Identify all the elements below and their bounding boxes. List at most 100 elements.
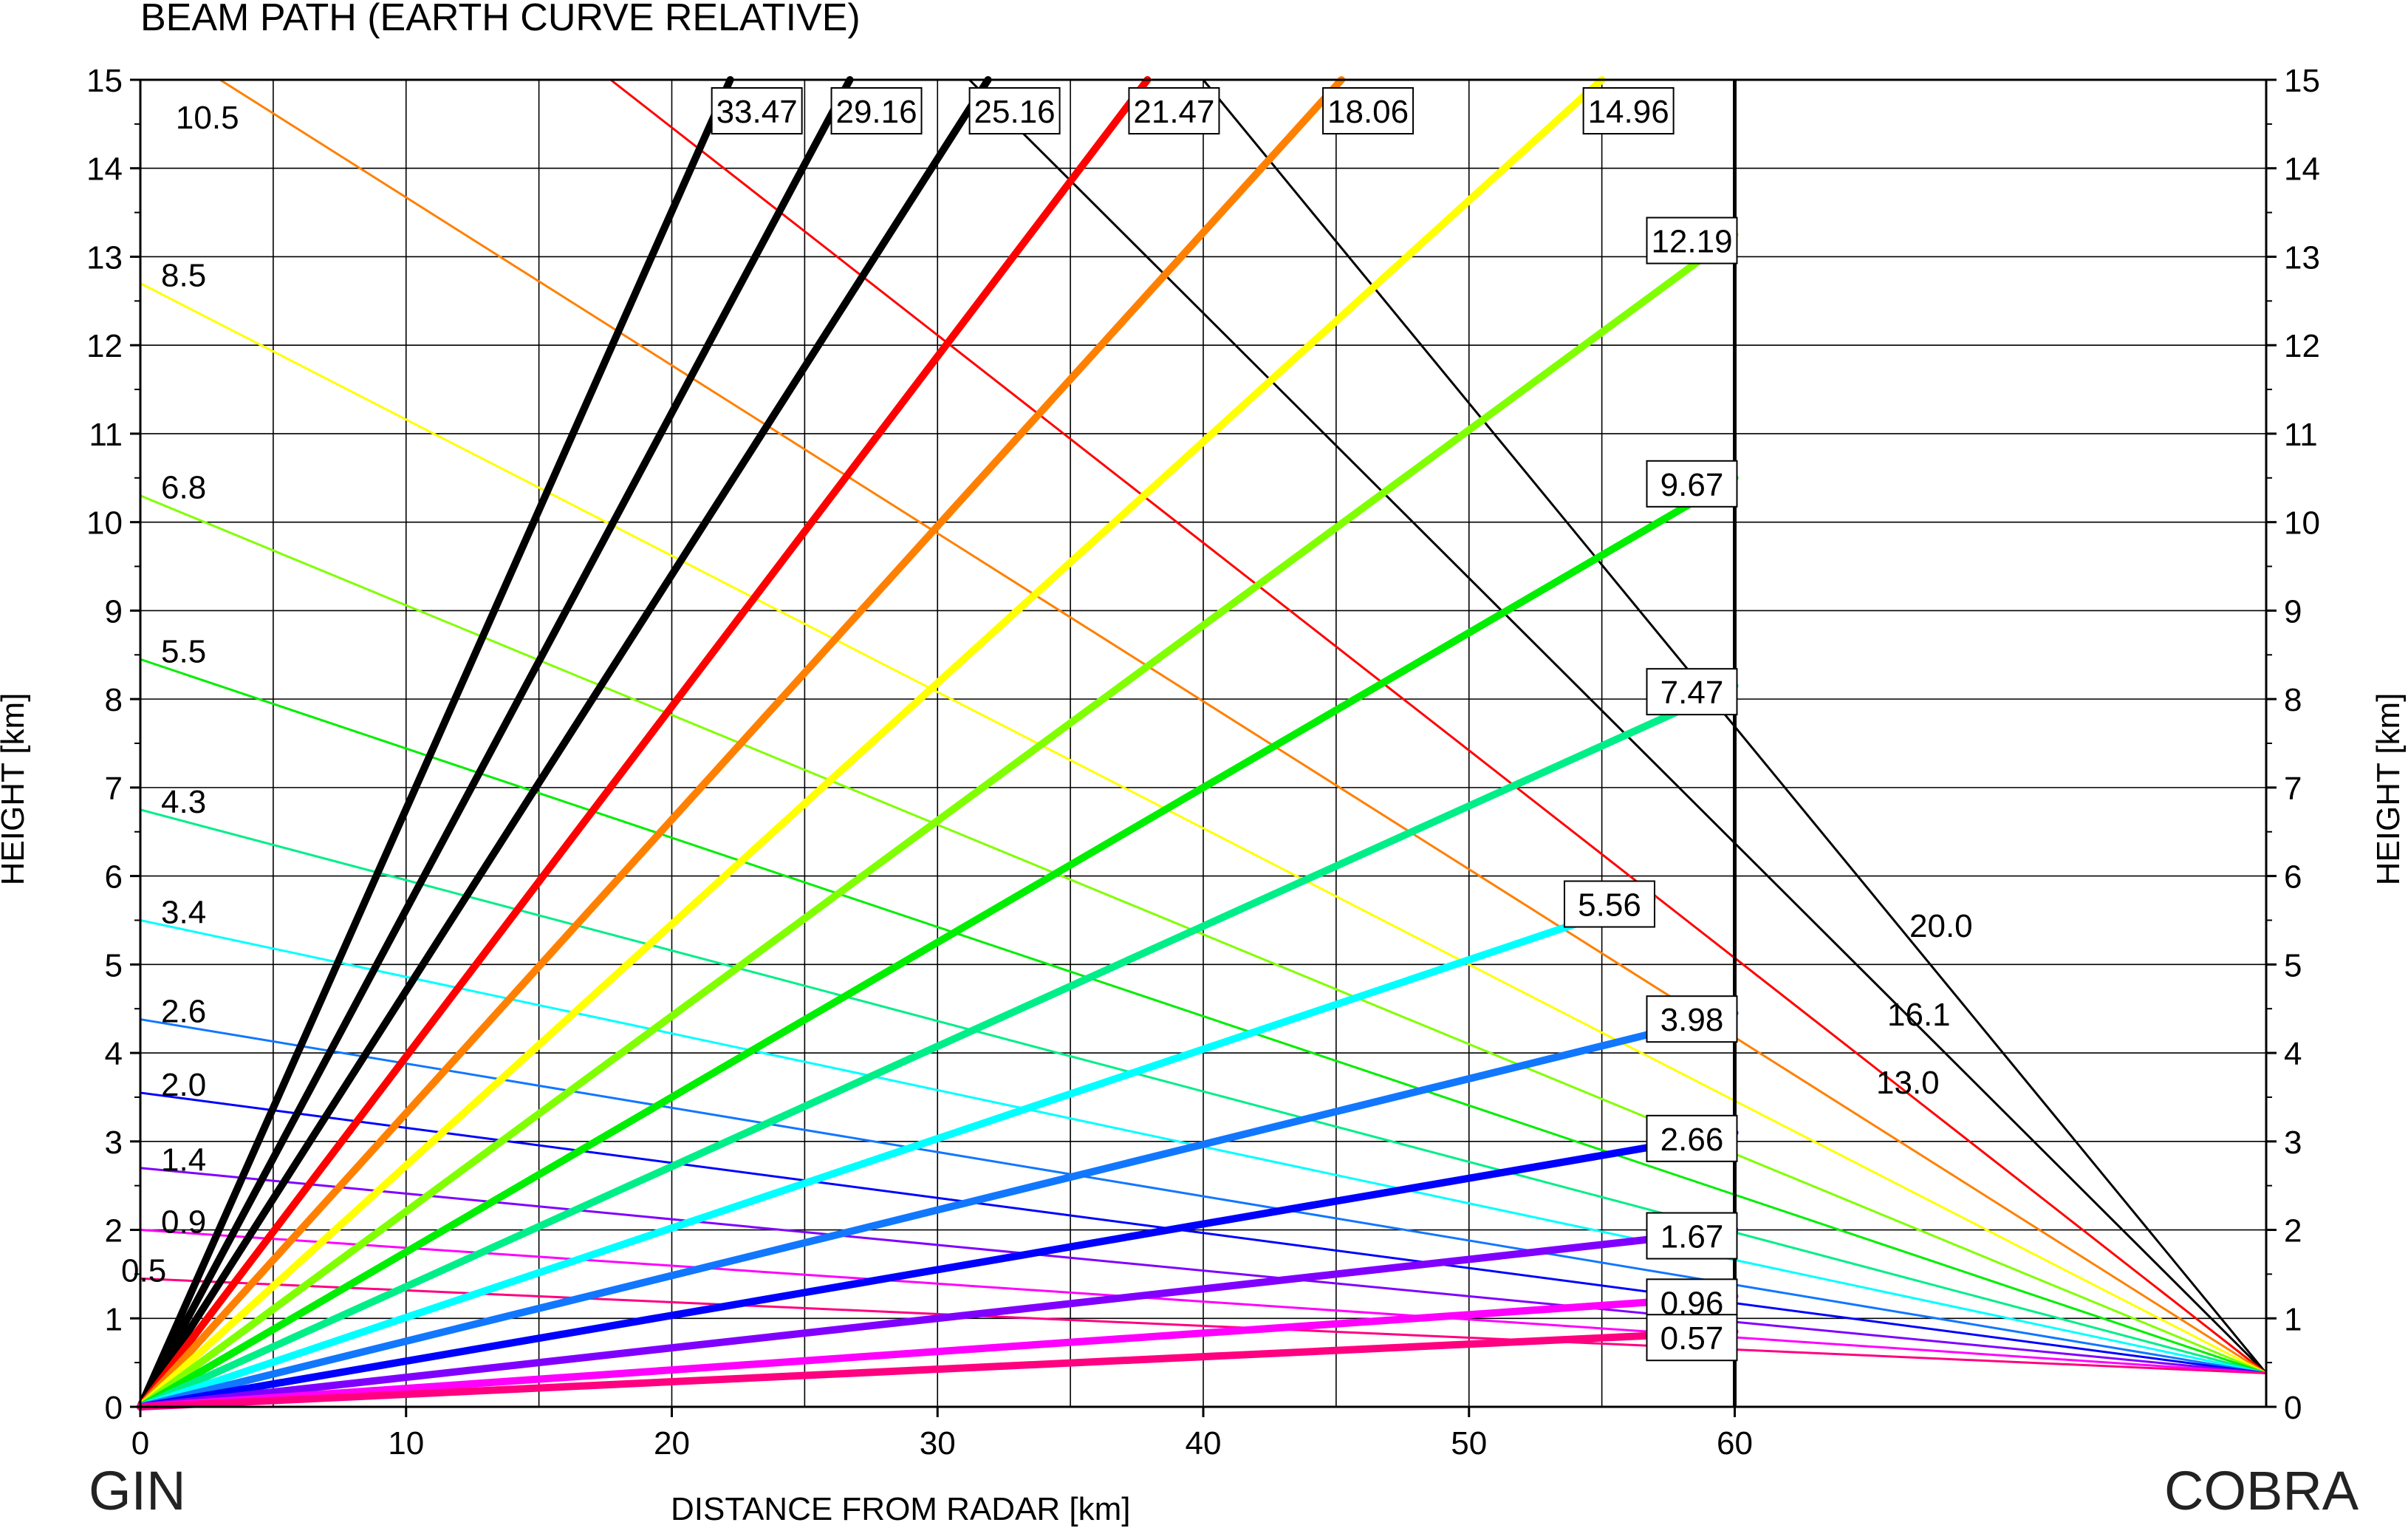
gin-label-text: 7.47 <box>1660 675 1724 711</box>
gin-label-box <box>1646 1114 1738 1162</box>
cobra-beam-label: 13.0 <box>1876 1065 1940 1101</box>
y-tick-label-right: 13 <box>2284 239 2320 276</box>
y-tick-label-left: 8 <box>105 682 123 718</box>
right-station-label: COBRA <box>2164 1460 2359 1521</box>
cobra-beam-line <box>140 1229 2267 1374</box>
y-tick-label-left: 1 <box>105 1301 123 1337</box>
gin-beam-line <box>137 76 992 1411</box>
y-tick-label-left: 10 <box>86 505 123 542</box>
y-axis-label-right: HEIGHT [km] <box>2370 693 2407 886</box>
gin-beam-line <box>137 682 1739 1411</box>
y-tick-label-right: 7 <box>2284 771 2302 807</box>
gin-label-text: 2.66 <box>1660 1122 1724 1158</box>
gin-beam-label: 9.67 <box>1646 460 1738 508</box>
cobra-beam-line <box>140 1018 2267 1374</box>
y-tick-label-left: 6 <box>105 859 123 896</box>
gin-label-text: 25.16 <box>974 94 1056 130</box>
cobra-beam-label: 1.4 <box>161 1142 206 1179</box>
gin-beam-label: 21.47 <box>1128 87 1220 134</box>
x-tick-label: 60 <box>1717 1425 1753 1462</box>
gin-beam-line <box>137 1226 1739 1411</box>
gin-label-box <box>968 87 1061 134</box>
gin-label-text: 12.19 <box>1651 224 1732 260</box>
cobra-beam-label: 10.5 <box>176 100 239 136</box>
cobra-beam-line <box>140 494 2267 1374</box>
gin-beam-line <box>137 1009 1739 1411</box>
cobra-beam-label: 2.0 <box>161 1067 206 1103</box>
gin-label-text: 29.16 <box>835 94 917 130</box>
gin-beam-line <box>137 76 1346 1411</box>
x-axis-label: DISTANCE FROM RADAR [km] <box>671 1491 1131 1527</box>
y-tick-label-left: 9 <box>105 593 123 630</box>
gin-beam-label: 1.67 <box>1646 1212 1738 1260</box>
gin-label-text: 1.67 <box>1660 1219 1724 1255</box>
cobra-beam-line <box>219 78 2267 1374</box>
gin-label-box <box>1646 460 1738 508</box>
cobra-beam-label: 6.8 <box>161 470 206 506</box>
x-tick-label: 0 <box>131 1425 149 1462</box>
beam-labels: 33.47 29.16 25.16 21.47 18.06 14.96 12.19 9.67 7… <box>121 87 1973 1362</box>
gin-beam-line <box>137 76 1606 1411</box>
x-tick-label: 50 <box>1451 1425 1487 1462</box>
y-tick-label-right: 11 <box>2284 417 2318 453</box>
gin-label-box <box>1646 1212 1738 1260</box>
gin-beam-label: 2.66 <box>1646 1114 1738 1162</box>
gin-beam-line <box>137 76 1152 1411</box>
y-tick-label-right: 6 <box>2284 859 2302 896</box>
y-tick-label-right: 14 <box>2284 151 2320 188</box>
gin-beam-line <box>137 1328 1739 1411</box>
y-tick-label-left: 13 <box>86 239 123 276</box>
gin-beam-label: 33.47 <box>711 87 803 134</box>
cobra-beam-label: 0.5 <box>121 1252 166 1289</box>
left-station-label: GIN <box>89 1460 186 1521</box>
y-tick-label-left: 5 <box>105 947 123 983</box>
gin-label-box <box>1646 1314 1738 1362</box>
gin-label-box <box>1646 216 1738 265</box>
y-tick-label-left: 7 <box>105 771 123 807</box>
gin-beam-label: 29.16 <box>830 87 923 134</box>
cobra-beam-label: 8.5 <box>161 257 206 293</box>
y-tick-label-right: 0 <box>2284 1390 2302 1426</box>
y-tick-label-left: 11 <box>89 417 123 453</box>
y-tick-label-left: 0 <box>105 1390 123 1426</box>
gin-label-box <box>830 87 923 134</box>
gin-label-text: 33.47 <box>716 94 798 130</box>
cobra-beam-line <box>140 1277 2267 1374</box>
gin-beam-label: 25.16 <box>968 87 1061 134</box>
cobra-beam-label: 5.5 <box>161 633 206 669</box>
gin-beam-line <box>137 474 1739 1411</box>
gin-label-box <box>1646 995 1738 1043</box>
gin-label-text: 0.57 <box>1660 1320 1724 1357</box>
gin-label-box <box>1322 87 1415 134</box>
gin-beam-label: 3.98 <box>1646 995 1738 1043</box>
y-tick-label-left: 2 <box>105 1213 123 1249</box>
beam-lines <box>137 76 2268 1411</box>
y-tick-label-right: 3 <box>2284 1125 2302 1161</box>
gin-beam-label: 12.19 <box>1646 216 1738 265</box>
cobra-beam-line <box>140 282 2267 1374</box>
x-tick-label: 20 <box>654 1425 690 1462</box>
gin-beam-label: 0.57 <box>1646 1314 1738 1362</box>
x-tick-label: 40 <box>1186 1425 1222 1462</box>
y-tick-label-right: 1 <box>2284 1301 2302 1337</box>
y-tick-label-right: 9 <box>2284 593 2302 630</box>
gin-label-box <box>711 87 803 134</box>
gin-beam-label: 5.56 <box>1563 880 1655 928</box>
cobra-beam-line <box>140 808 2267 1374</box>
gin-label-text: 14.96 <box>1588 94 1669 130</box>
gin-beam-line <box>137 231 1739 1411</box>
y-tick-label-right: 8 <box>2284 682 2302 718</box>
gin-label-box <box>1563 880 1655 928</box>
x-tick-label: 10 <box>388 1425 424 1462</box>
gin-label-box <box>1646 668 1738 716</box>
gin-beam-line <box>137 76 734 1411</box>
cobra-beam-label: 2.6 <box>161 994 206 1030</box>
gin-beam-line <box>137 76 854 1411</box>
gin-beam-label: 18.06 <box>1322 87 1415 134</box>
y-axis-label-left: HEIGHT [km] <box>0 693 31 886</box>
gin-beam-line <box>137 1128 1739 1411</box>
cobra-beam-line <box>609 78 2267 1374</box>
y-tick-label-left: 14 <box>86 151 123 188</box>
